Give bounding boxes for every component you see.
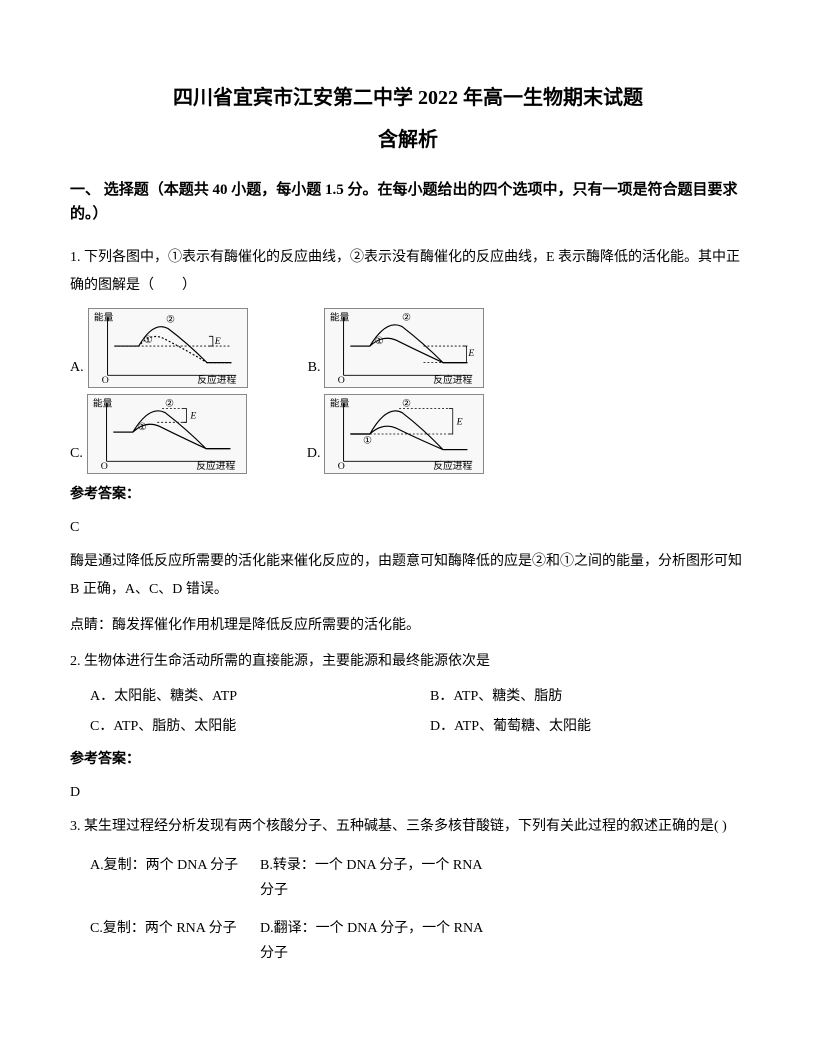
q3-option-d: D.翻译：一个 DNA 分子，一个 RNA 分子 xyxy=(240,916,490,966)
q3-option-a: A.复制：两个 DNA 分子 xyxy=(70,853,240,903)
svg-text:E: E xyxy=(189,410,196,421)
q1-explanation-1: 酶是通过降低反应所需要的活化能来催化反应的，由题意可知酶降低的应是②和①之间的能… xyxy=(70,548,746,604)
q3-options-row1: A.复制：两个 DNA 分子 B.转录：一个 DNA 分子，一个 RNA 分子 xyxy=(70,853,746,903)
svg-text:①: ① xyxy=(138,422,147,433)
svg-text:能量: 能量 xyxy=(330,311,350,324)
diagram-c: 能量 O 反应进程 ② ① E xyxy=(87,394,247,474)
svg-text:②: ② xyxy=(403,399,412,410)
svg-text:反应进程: 反应进程 xyxy=(434,373,473,386)
q1-answer-label: 参考答案： xyxy=(70,482,746,507)
exam-title-line2: 含解析 xyxy=(70,122,746,158)
q2-option-b: B．ATP、糖类、脂肪 xyxy=(410,684,562,709)
svg-text:能量: 能量 xyxy=(330,397,350,410)
diagram-a: 能量 O 反应进程 ② ① E xyxy=(88,308,248,388)
diagram-row-1: A. 能量 O 反应进程 ② ① E B. 能量 O 反应进程 xyxy=(70,308,746,388)
diagram-b: 能量 O 反应进程 ② ① E xyxy=(324,308,484,388)
question-1-text: 1. 下列各图中，①表示有酶催化的反应曲线，②表示没有酶催化的反应曲线，E 表示… xyxy=(70,244,746,300)
diagram-row-2: C. 能量 O 反应进程 ② ① E D. 能量 O 反应进程 xyxy=(70,394,746,474)
option-label-d: D. xyxy=(307,441,321,474)
option-label-c: C. xyxy=(70,441,83,474)
svg-text:E: E xyxy=(468,348,475,359)
q3-option-c: C.复制：两个 RNA 分子 xyxy=(70,916,240,966)
q2-answer-label: 参考答案： xyxy=(70,747,746,772)
svg-text:O: O xyxy=(101,461,108,472)
question-3-text: 3. 某生理过程经分析发现有两个核酸分子、五种碱基、三条多核苷酸链，下列有关此过… xyxy=(70,813,746,841)
svg-text:能量: 能量 xyxy=(93,397,113,410)
svg-text:反应进程: 反应进程 xyxy=(196,459,235,472)
q2-option-c: C．ATP、脂肪、太阳能 xyxy=(70,714,410,739)
svg-text:②: ② xyxy=(165,399,174,410)
svg-text:E: E xyxy=(213,336,220,347)
diagram-d: 能量 O 反应进程 ② ① E xyxy=(324,394,484,474)
exam-title-line1: 四川省宜宾市江安第二中学 2022 年高一生物期末试题 xyxy=(70,80,746,116)
q3-options-row2: C.复制：两个 RNA 分子 D.翻译：一个 DNA 分子，一个 RNA 分子 xyxy=(70,916,746,966)
q3-option-b: B.转录：一个 DNA 分子，一个 RNA 分子 xyxy=(240,853,490,903)
q1-answer: C xyxy=(70,515,746,540)
axis-x-label: 反应进程 xyxy=(197,373,236,386)
q2-option-d: D．ATP、葡萄糖、太阳能 xyxy=(410,714,591,739)
option-label-a: A. xyxy=(70,355,84,388)
q2-options-row2: C．ATP、脂肪、太阳能 D．ATP、葡萄糖、太阳能 xyxy=(70,714,746,739)
question-2-text: 2. 生物体进行生命活动所需的直接能源，主要能源和最终能源依次是 xyxy=(70,648,746,676)
q2-option-a: A．太阳能、糖类、ATP xyxy=(70,684,410,709)
q1-explanation-2: 点睛：酶发挥催化作用机理是降低反应所需要的活化能。 xyxy=(70,612,746,640)
svg-text:O: O xyxy=(338,461,345,472)
origin-label: O xyxy=(101,375,108,386)
option-label-b: B. xyxy=(308,355,321,388)
svg-text:①: ① xyxy=(364,436,373,447)
q2-options-row1: A．太阳能、糖类、ATP B．ATP、糖类、脂肪 xyxy=(70,684,746,709)
axis-y-label: 能量 xyxy=(94,311,114,324)
svg-text:①: ① xyxy=(143,335,152,346)
svg-text:O: O xyxy=(338,375,345,386)
svg-text:①: ① xyxy=(375,336,384,347)
q2-answer: D xyxy=(70,780,746,805)
svg-text:E: E xyxy=(456,416,463,427)
svg-text:反应进程: 反应进程 xyxy=(434,459,473,472)
svg-text:②: ② xyxy=(403,313,412,324)
section-header: 一、 选择题（本题共 40 小题，每小题 1.5 分。在每小题给出的四个选项中，… xyxy=(70,178,746,226)
svg-text:②: ② xyxy=(166,315,175,326)
